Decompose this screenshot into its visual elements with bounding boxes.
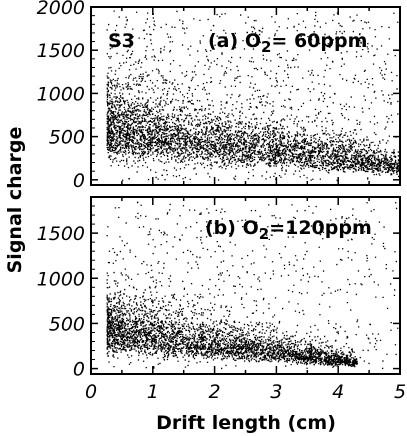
y-tick-label: 1000 [37,268,85,290]
y-axis-title: Signal charge [4,127,26,274]
y-tick-label: 0 [73,359,85,381]
panel-a-species: O [245,30,261,52]
panel-b-id: (b) [205,217,236,239]
x-axis-title: Drift length (cm) [156,412,336,434]
x-tick-label: 4 [332,381,344,403]
panel-b-condition: =120ppm [269,217,372,239]
panel-a-title: (a) O2= 60ppm [208,30,367,56]
x-tick-label: 5 [394,381,406,403]
x-tick-label: 3 [270,381,282,403]
panel-a-sample-label: S3 [108,30,135,52]
y-tick-label: 500 [49,127,85,149]
panel-b-ticks: 0 500 1000 1500 0 1 2 3 4 5 [37,196,406,403]
panel-a: 0 500 1000 1500 2000 S3 (a) O2= 60ppm [37,0,401,192]
y-tick-label: 500 [49,313,85,335]
x-tick-label: 0 [85,381,97,403]
panel-a-subscript: 2 [261,38,271,56]
panel-a-points [106,10,400,182]
panel-b-species: O [243,217,259,239]
panel-a-condition: = 60ppm [271,30,367,52]
y-tick-label: 0 [73,170,85,192]
y-tick-label: 2000 [37,0,85,19]
x-tick-label: 1 [147,381,159,403]
y-tick-label: 1500 [37,40,85,62]
y-tick-label: 1000 [37,83,85,105]
panel-a-ticks: 0 500 1000 1500 2000 [37,0,401,192]
y-tick-label: 1500 [37,223,85,245]
panel-b-subscript: 2 [259,225,269,243]
panel-a-id: (a) [208,30,238,52]
panel-b-title: (b) O2=120ppm [205,217,372,243]
x-tick-label: 2 [209,381,221,403]
scatter-points [106,10,400,182]
